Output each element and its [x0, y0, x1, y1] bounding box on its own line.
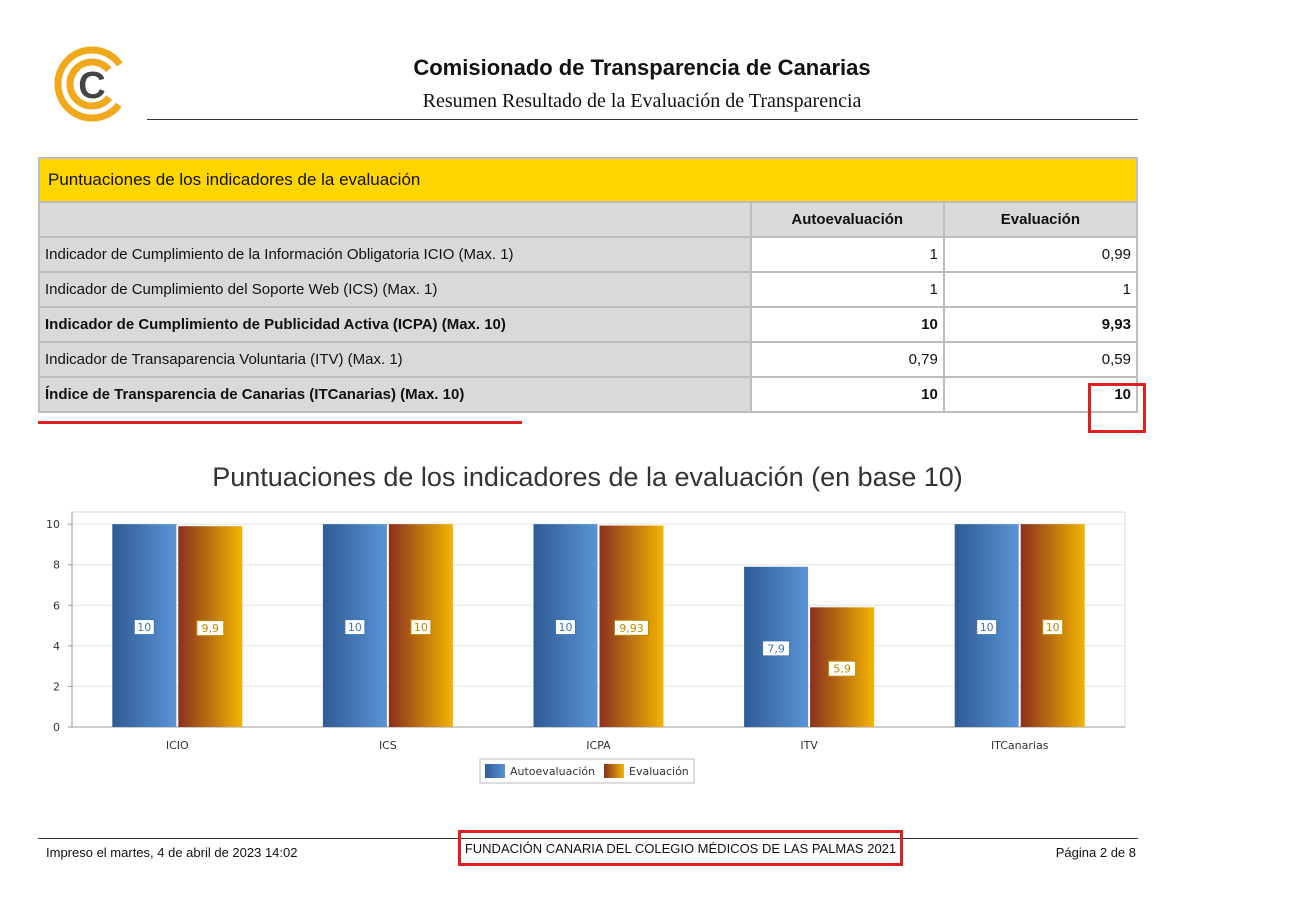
row-evaluacion: 10 [942, 376, 1139, 413]
legend-label: Autoevaluación [510, 765, 595, 778]
plot-area [71, 511, 1126, 728]
footer-divider [38, 838, 1138, 839]
data-label-box [614, 619, 649, 636]
legend-swatch [485, 764, 505, 778]
x-tick-label: ICIO [166, 739, 189, 752]
column-header-autoevaluacion: Autoevaluación [749, 201, 945, 238]
table-row: Índice de Transparencia de Canarias (ITC… [38, 376, 1139, 413]
row-label: Indicador de Cumplimiento del Soporte We… [38, 271, 752, 308]
row-evaluacion: 0,59 [942, 341, 1139, 378]
data-label: 10 [1046, 621, 1060, 634]
page-title: Comisionado de Transparencia de Canarias [413, 55, 871, 80]
y-tick-label: 0 [53, 721, 60, 734]
y-tick-label: 8 [53, 559, 60, 572]
table-row: Indicador de Cumplimiento de la Informac… [38, 236, 1139, 273]
red-underline-annotation [38, 421, 522, 424]
data-label-box [344, 619, 366, 636]
legend-box [479, 758, 695, 784]
data-label: 9,9 [202, 622, 220, 635]
y-tick-label: 6 [53, 599, 60, 612]
data-label: 5,9 [833, 663, 851, 676]
chart-title: Puntuaciones de los indicadores de la ev… [212, 462, 963, 492]
row-evaluacion: 0,99 [942, 236, 1139, 273]
data-label-box [410, 619, 432, 636]
row-autoevaluacion: 10 [749, 376, 945, 413]
data-label: 9,93 [619, 622, 644, 635]
x-tick-label: ITV [800, 739, 818, 752]
row-autoevaluacion: 0,79 [749, 341, 945, 378]
footer-organization: FUNDACIÓN CANARIA DEL COLEGIO MÉDICOS DE… [458, 830, 903, 866]
data-label: 10 [559, 621, 573, 634]
data-label: 10 [414, 621, 428, 634]
y-tick-label: 10 [46, 518, 60, 531]
legend-swatch [604, 764, 624, 778]
legend-label: Evaluación [629, 765, 689, 778]
row-label: Indicador de Cumplimiento de Publicidad … [38, 306, 752, 343]
data-label: 10 [348, 621, 362, 634]
row-label: Índice de Transparencia de Canarias (ITC… [38, 376, 752, 413]
bar-chart: 0 2 4 6 8 10 10 9,9 ICIO 10 10 ICS 10 9,93 ICPA 7,9 5,9… [46, 511, 1126, 784]
header-divider [147, 119, 1138, 120]
row-label: Indicador de Transaparencia Voluntaria (… [38, 341, 752, 378]
data-label-box [1042, 619, 1064, 636]
footer-printed-date: Impreso el martes, 4 de abril de 2023 14… [46, 845, 298, 860]
x-tick-label: ICS [379, 739, 397, 752]
row-evaluacion: 9,93 [942, 306, 1139, 343]
data-label: 10 [137, 621, 151, 634]
x-tick-label: ICPA [586, 739, 611, 752]
y-tick-label: 2 [53, 680, 60, 693]
table-row: Indicador de Cumplimiento de Publicidad … [38, 306, 1139, 343]
data-label-box [133, 619, 155, 636]
x-tick-label: ITCanarias [991, 739, 1049, 752]
table-header-row: Autoevaluación Evaluación [38, 201, 1139, 238]
data-label-box [555, 619, 576, 636]
row-autoevaluacion: 1 [749, 236, 945, 273]
page-subtitle: Resumen Resultado de la Evaluación de Tr… [422, 90, 862, 112]
row-autoevaluacion: 1 [749, 271, 945, 308]
data-label-box [762, 640, 791, 657]
logo-letter: C [78, 65, 105, 107]
data-label: 10 [980, 621, 994, 634]
y-tick-label: 4 [53, 640, 60, 653]
table-caption-row: Puntuaciones de los indicadores de la ev… [38, 157, 1138, 203]
row-autoevaluacion: 10 [749, 306, 945, 343]
row-label: Indicador de Cumplimiento de la Informac… [38, 236, 752, 273]
header-empty-cell [38, 201, 752, 238]
data-label-box [828, 660, 857, 677]
footer-page-number: Página 2 de 8 [1055, 845, 1136, 860]
scores-table: Puntuaciones de los indicadores de la ev… [38, 157, 1139, 413]
data-label-box [976, 619, 998, 636]
data-label: 7,9 [767, 642, 785, 655]
table-caption: Puntuaciones de los indicadores de la ev… [38, 157, 1138, 203]
data-label-box [196, 620, 225, 637]
table-row: Indicador de Transaparencia Voluntaria (… [38, 341, 1139, 378]
red-box-annotation [1088, 383, 1146, 433]
table-row: Indicador de Cumplimiento del Soporte We… [38, 271, 1139, 308]
column-header-evaluacion: Evaluación [942, 201, 1139, 238]
row-evaluacion: 1 [942, 271, 1139, 308]
logo: C [54, 46, 130, 122]
